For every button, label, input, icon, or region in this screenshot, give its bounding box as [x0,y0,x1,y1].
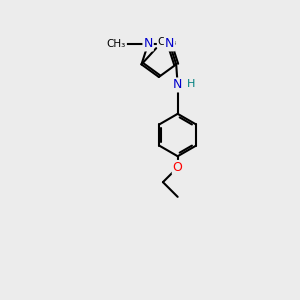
Text: N: N [165,38,174,50]
Text: N: N [143,38,153,50]
Text: CH₃: CH₃ [158,37,177,47]
Text: O: O [173,161,183,174]
Text: N: N [173,79,182,92]
Text: H: H [187,79,196,88]
Text: CH₃: CH₃ [107,39,126,49]
